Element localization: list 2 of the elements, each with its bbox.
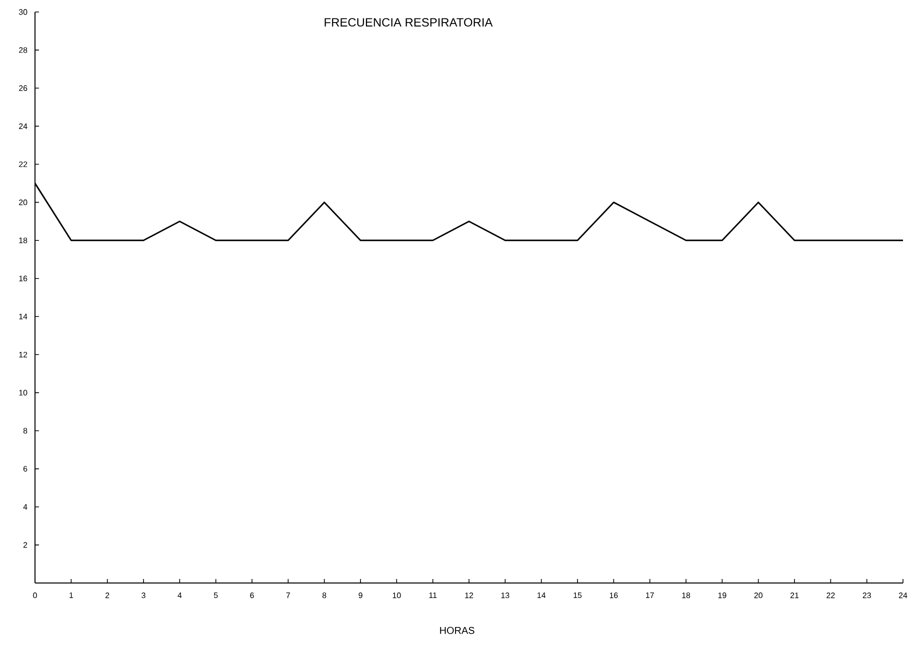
x-axis-title: HORAS [440,626,474,634]
chart-title: FRECUENCIA RESPIRATORIA [324,18,493,27]
